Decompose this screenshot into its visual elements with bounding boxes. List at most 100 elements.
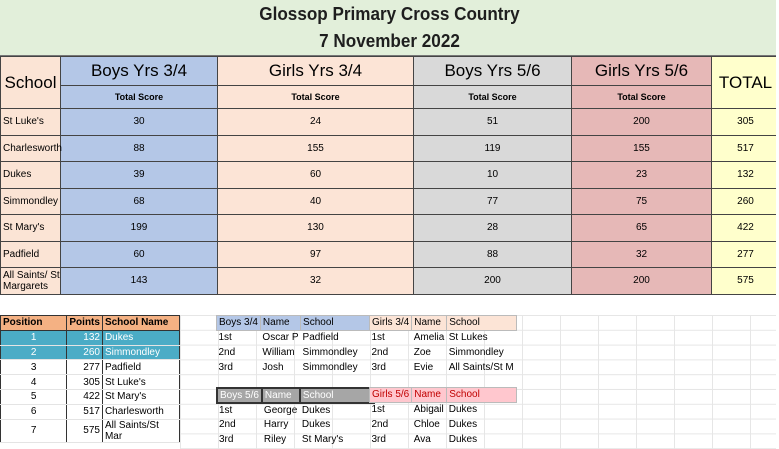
total-cell[interactable]: 305 [711,108,779,136]
score-cell[interactable]: 40 [217,187,414,215]
score-cell[interactable]: 51 [413,108,572,136]
school-cell[interactable]: St Mary's [0,214,61,242]
boys-56-header[interactable]: Boys Yrs 5/6 [413,56,572,86]
winner-place-cell[interactable]: 3rd [371,361,386,373]
winners-name-header[interactable]: Name [411,387,448,403]
school-cell[interactable]: All Saints/ St Margarets [0,267,61,295]
winner-name-cell[interactable]: Josh [262,361,284,373]
total-cell[interactable]: 132 [711,161,779,189]
winner-name-cell[interactable]: Ava [413,433,431,445]
points-cell[interactable]: 517 [66,404,103,420]
total-cell[interactable]: 517 [711,134,779,162]
winner-school-cell[interactable]: Dukes [448,433,478,445]
score-cell[interactable]: 28 [413,214,572,242]
winner-place-cell[interactable]: 1st [218,332,232,344]
score-cell[interactable]: 200 [571,267,712,295]
total-cell[interactable]: 277 [711,240,779,268]
school-name-cell[interactable]: All Saints/St Mar [101,419,181,443]
winners-name-header[interactable]: Name [259,315,302,331]
score-cell[interactable]: 143 [60,267,218,295]
winner-name-cell[interactable]: Evie [413,361,434,373]
points-cell[interactable]: 575 [66,419,103,443]
school-name-cell[interactable]: St Luke's [101,374,181,390]
winner-school-cell[interactable]: Dukes [448,404,478,416]
winner-school-cell[interactable]: St Lukes [448,332,488,344]
winner-school-cell[interactable]: St Mary's [301,434,344,446]
position-cell[interactable]: 1 [0,330,67,346]
winner-place-cell[interactable]: 3rd [219,434,234,446]
points-cell[interactable]: 422 [66,389,103,405]
score-cell[interactable]: 155 [571,134,712,162]
boys-34-header[interactable]: Boys Yrs 3/4 [60,56,218,86]
score-cell[interactable]: 75 [571,187,712,215]
winner-place-cell[interactable]: 1st [371,332,385,344]
position-cell[interactable]: 2 [0,345,67,361]
winners-name-header[interactable]: Name [260,387,301,404]
points-cell[interactable]: 132 [66,330,103,346]
winner-name-cell[interactable]: Oscar P [262,332,299,344]
score-cell[interactable]: 60 [217,161,414,189]
score-cell[interactable]: 200 [571,108,712,136]
school-cell[interactable]: Charlesworth [0,134,62,162]
total-cell[interactable]: 575 [711,267,779,295]
school-name-cell[interactable]: Padfield [101,359,181,376]
boys-34-subheader[interactable]: Total Score [60,85,218,109]
winner-school-cell[interactable]: Simmondley [302,361,358,373]
points-cell[interactable]: 277 [66,359,103,376]
winners-category-header[interactable]: Girls 3/4 [368,315,413,331]
winner-school-cell[interactable]: Simmondley [448,346,504,358]
score-cell[interactable]: 88 [60,134,218,162]
position-cell[interactable]: 6 [0,404,67,420]
winner-place-cell[interactable]: 2nd [371,346,389,358]
score-cell[interactable]: 65 [571,214,712,242]
position-cell[interactable]: 7 [0,419,67,443]
school-cell[interactable]: Padfield [0,240,61,268]
school-cell[interactable]: Dukes [0,161,61,189]
score-cell[interactable]: 199 [60,214,218,242]
score-cell[interactable]: 97 [217,240,414,268]
points-cell[interactable]: 305 [66,374,103,390]
winners-school-header[interactable]: School [298,387,375,404]
winner-name-cell[interactable]: Riley [263,434,287,446]
winner-school-cell[interactable]: All Saints/St M [448,361,514,373]
school-name-cell[interactable]: St Mary's [101,389,181,405]
score-cell[interactable]: 88 [413,240,572,268]
score-cell[interactable]: 30 [60,108,218,136]
winner-school-cell[interactable]: Dukes [448,418,478,430]
position-cell[interactable]: 4 [0,374,67,390]
winners-school-header[interactable]: School [300,315,376,331]
score-cell[interactable]: 39 [60,161,218,189]
position-cell[interactable]: 3 [0,359,67,376]
winner-name-cell[interactable]: Chloe [413,418,440,430]
school-column-header[interactable]: School [0,56,61,109]
score-cell[interactable]: 200 [413,267,572,295]
winner-school-cell[interactable]: Dukes [301,405,331,417]
winner-place-cell[interactable]: 2nd [218,346,236,358]
score-cell[interactable]: 155 [217,134,414,162]
score-cell[interactable]: 24 [217,108,414,136]
winners-school-header[interactable]: School [446,315,518,331]
school-cell[interactable]: Simmondley [0,187,61,215]
score-cell[interactable]: 119 [413,134,572,162]
winner-place-cell[interactable]: 3rd [218,361,233,373]
school-cell[interactable]: St Luke's [0,108,61,136]
winner-school-cell[interactable]: Dukes [301,419,331,431]
position-header[interactable]: Position [0,315,68,331]
score-cell[interactable]: 10 [413,161,572,189]
girls-34-header[interactable]: Girls Yrs 3/4 [217,56,414,86]
winner-place-cell[interactable]: 2nd [371,418,389,430]
girls-34-subheader[interactable]: Total Score [217,85,414,109]
winners-name-header[interactable]: Name [411,315,448,331]
winner-place-cell[interactable]: 1st [371,404,385,416]
winners-category-header[interactable]: Boys 5/6 [216,387,263,404]
score-cell[interactable]: 77 [413,187,572,215]
score-cell[interactable]: 23 [571,161,712,189]
score-cell[interactable]: 32 [571,240,712,268]
girls-56-subheader[interactable]: Total Score [571,85,712,109]
total-cell[interactable]: 260 [711,187,779,215]
total-column-header[interactable]: TOTAL [711,56,779,109]
school-name-cell[interactable]: Charlesworth [101,404,181,420]
winners-category-header[interactable]: Girls 5/6 [368,387,413,403]
winner-name-cell[interactable]: William [262,346,295,358]
points-header[interactable]: Points [66,315,103,331]
